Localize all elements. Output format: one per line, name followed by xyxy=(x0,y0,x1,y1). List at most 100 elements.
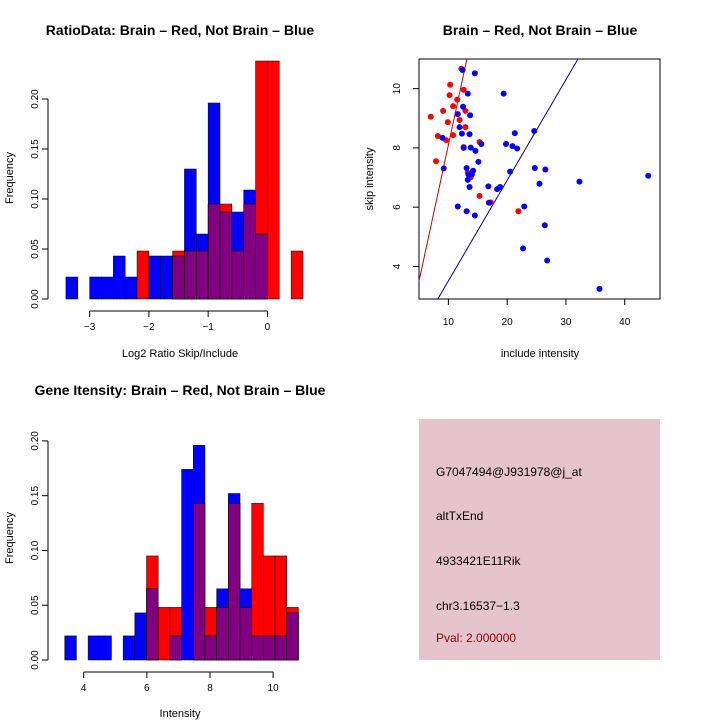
intensity-bar-not-brain xyxy=(64,635,77,661)
scatter-point-not-brain xyxy=(520,245,527,252)
scatter-point-not-brain xyxy=(478,141,485,148)
ratio-histogram-axes: −3 −2 −1 0 0.00 0.05 0.10 0.15 0.20 xyxy=(30,89,271,333)
ratio-histogram-xlabel: Log2 Ratio Skip/Include xyxy=(122,348,238,360)
intensity-histogram-axes: 4 6 8 10 0.00 0.05 0.10 0.15 0.20 xyxy=(30,431,279,694)
intensity-bar-not-brain xyxy=(181,469,194,661)
scatter-point-not-brain xyxy=(521,203,528,210)
ratio-bar-not-brain xyxy=(160,255,173,300)
scatter-point-not-brain xyxy=(460,103,467,110)
scatter-point-not-brain xyxy=(458,130,465,137)
ratio-bar-overlap xyxy=(196,250,209,300)
intensity-bar-overlap xyxy=(146,588,159,661)
intensity-bar-overlap xyxy=(274,635,287,661)
scatter-point-brain xyxy=(427,113,434,120)
scatter-point-brain xyxy=(476,192,483,199)
ratio-x-tick-label: −3 xyxy=(84,322,96,333)
scatter-point-not-brain xyxy=(511,130,518,137)
ratio-bar-not-brain xyxy=(124,276,138,300)
ratio-y-tick-label: 0.00 xyxy=(30,289,41,309)
scatter-point-not-brain xyxy=(466,131,473,138)
scatter-point-not-brain xyxy=(475,158,482,165)
gene-name-text: 4933421E11Rik xyxy=(436,554,522,568)
scatter-ylabel: skip intensity xyxy=(364,147,376,210)
scatter-point-not-brain xyxy=(541,222,548,229)
ratio-histogram-panel: RatioData: Brain – Red, Not Brain – Blue… xyxy=(4,22,314,360)
info-box-background xyxy=(419,419,660,660)
scatter-x-tick-label: 40 xyxy=(619,317,631,328)
probe-id-text: G7047494@J931978@j_at xyxy=(436,465,582,479)
scatter-point-not-brain xyxy=(544,257,551,264)
ratio-y-tick-label: 0.20 xyxy=(30,89,41,109)
scatter-panel: Brain – Red, Not Brain – Blue 10 20 30 40 4 6… xyxy=(364,22,661,360)
scatter-xlabel: include intensity xyxy=(501,348,580,360)
scatter-point-brain xyxy=(450,132,457,139)
ratio-y-tick-label: 0.10 xyxy=(30,189,41,209)
scatter-plot-area xyxy=(418,58,652,300)
scatter-point-not-brain xyxy=(514,145,521,152)
scatter-point-brain xyxy=(454,96,461,103)
intensity-bar-overlap xyxy=(228,503,241,661)
scatter-x-tick-label: 20 xyxy=(502,317,514,328)
scatter-point-not-brain xyxy=(471,212,478,219)
intensity-bar-overlap xyxy=(286,612,299,661)
scatter-point-not-brain xyxy=(464,176,471,183)
scatter-point-not-brain xyxy=(500,90,507,97)
scatter-title: Brain – Red, Not Brain – Blue xyxy=(443,22,638,38)
scatter-point-brain xyxy=(434,133,441,140)
scatter-point-not-brain xyxy=(485,199,492,206)
ratio-bar-overlap xyxy=(172,255,185,300)
intensity-histogram-title: Gene Itensity: Brain – Red, Not Brain – … xyxy=(35,382,326,398)
intensity-bar-not-brain xyxy=(87,635,101,661)
scatter-point-brain xyxy=(440,107,447,114)
ratio-x-tick-label: 0 xyxy=(265,322,271,333)
ratio-histogram-ylabel: Frequency xyxy=(4,152,16,204)
scatter-point-brain xyxy=(462,124,469,131)
scatter-point-brain xyxy=(447,81,454,88)
intensity-x-tick-label: 10 xyxy=(268,683,280,694)
location-text: chr3.16537−1.3 xyxy=(436,599,520,613)
intensity-x-tick-label: 8 xyxy=(207,683,213,694)
scatter-point-not-brain xyxy=(456,124,463,131)
ratio-y-tick-label: 0.05 xyxy=(30,239,41,259)
ratio-bar-overlap xyxy=(255,233,268,300)
intensity-y-tick-label: 0.20 xyxy=(30,431,41,451)
scatter-point-brain xyxy=(460,86,467,93)
scatter-x-tick-label: 10 xyxy=(443,317,455,328)
scatter-point-not-brain xyxy=(536,180,543,187)
intensity-bar-overlap xyxy=(251,635,264,661)
scatter-y-tick-label: 6 xyxy=(392,204,403,210)
scatter-point-not-brain xyxy=(454,111,461,118)
scatter-point-brain xyxy=(450,103,457,110)
scatter-point-brain xyxy=(444,119,451,126)
scatter-point-not-brain xyxy=(596,285,603,292)
scatter-point-not-brain xyxy=(463,208,470,215)
event-type-text: altTxEnd xyxy=(436,509,483,523)
intensity-bar-not-brain xyxy=(99,635,112,661)
scatter-point-not-brain xyxy=(467,144,474,151)
scatter-y-tick-label: 4 xyxy=(392,263,403,269)
ratio-bar-not-brain xyxy=(113,255,126,300)
scatter-point-not-brain xyxy=(507,168,514,175)
intensity-histogram-xlabel: Intensity xyxy=(160,708,201,720)
pval-text: Pval: 2.000000 xyxy=(436,631,516,645)
intensity-histogram-ylabel: Frequency xyxy=(4,512,16,564)
intensity-bar-not-brain xyxy=(122,635,136,661)
scatter-point-not-brain xyxy=(531,128,538,134)
scatter-point-not-brain xyxy=(497,184,504,190)
scatter-point-not-brain xyxy=(454,203,461,210)
scatter-point-not-brain xyxy=(463,165,470,172)
scatter-point-not-brain xyxy=(466,184,473,190)
ratio-bar-overlap xyxy=(243,203,256,300)
scatter-point-not-brain xyxy=(576,178,583,185)
intensity-x-tick-label: 4 xyxy=(81,683,87,694)
ratio-bar-not-brain xyxy=(148,255,161,300)
intensity-bar-overlap xyxy=(169,635,182,661)
ratio-bar-overlap xyxy=(219,211,233,300)
intensity-bar-brain xyxy=(157,607,171,661)
intensity-bar-overlap xyxy=(263,635,276,661)
scatter-point-not-brain xyxy=(509,143,516,150)
ratio-bar-overlap xyxy=(231,250,244,300)
ratio-x-tick-label: −1 xyxy=(202,322,214,333)
intensity-y-tick-label: 0.10 xyxy=(30,540,41,560)
